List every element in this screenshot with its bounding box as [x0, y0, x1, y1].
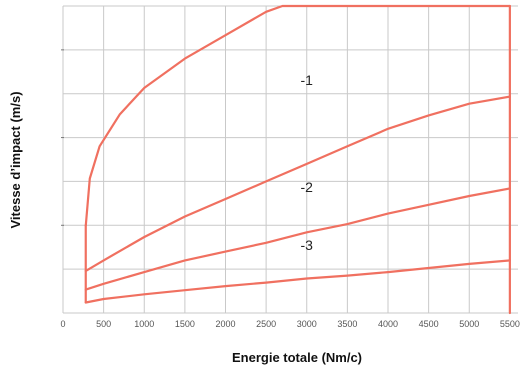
series-lines — [84, 4, 511, 304]
plot-background — [63, 6, 518, 313]
boundary-lines — [84, 4, 511, 315]
series-labels: -1 -2 -3 — [301, 72, 314, 253]
series-line-2 — [84, 187, 511, 291]
x-tick-label-7: 3500 — [337, 319, 357, 329]
y-tick-marks — [61, 49, 64, 226]
x-tick-label-8: 4000 — [378, 319, 398, 329]
series-line-0 — [84, 4, 511, 227]
x-tick-label-9: 4500 — [419, 319, 439, 329]
series-label-3: -3 — [301, 237, 314, 253]
series-label-2: -2 — [301, 179, 314, 195]
x-tick-labels: 0 500 1000 1500 2000 2500 3000 3500 4000 4500 5000… — [60, 319, 519, 329]
series-line-3 — [84, 259, 511, 304]
x-tick-label-3: 1500 — [175, 319, 195, 329]
x-tick-label-11: 5500 — [500, 319, 520, 329]
x-tick-label-1: 500 — [96, 319, 111, 329]
series-line-1 — [84, 95, 511, 272]
x-axis-title: Energie totale (Nm/c) — [232, 350, 362, 365]
series-label-1: -1 — [301, 72, 314, 88]
x-tick-label-0: 0 — [60, 319, 65, 329]
x-tick-label-4: 2000 — [215, 319, 235, 329]
x-tick-label-6: 3000 — [297, 319, 317, 329]
y-axis-title: Vitesse d’impact (m/s) — [8, 91, 23, 228]
x-tick-label-2: 1000 — [134, 319, 154, 329]
x-tick-label-10: 5000 — [459, 319, 479, 329]
x-tick-label-5: 2500 — [256, 319, 276, 329]
